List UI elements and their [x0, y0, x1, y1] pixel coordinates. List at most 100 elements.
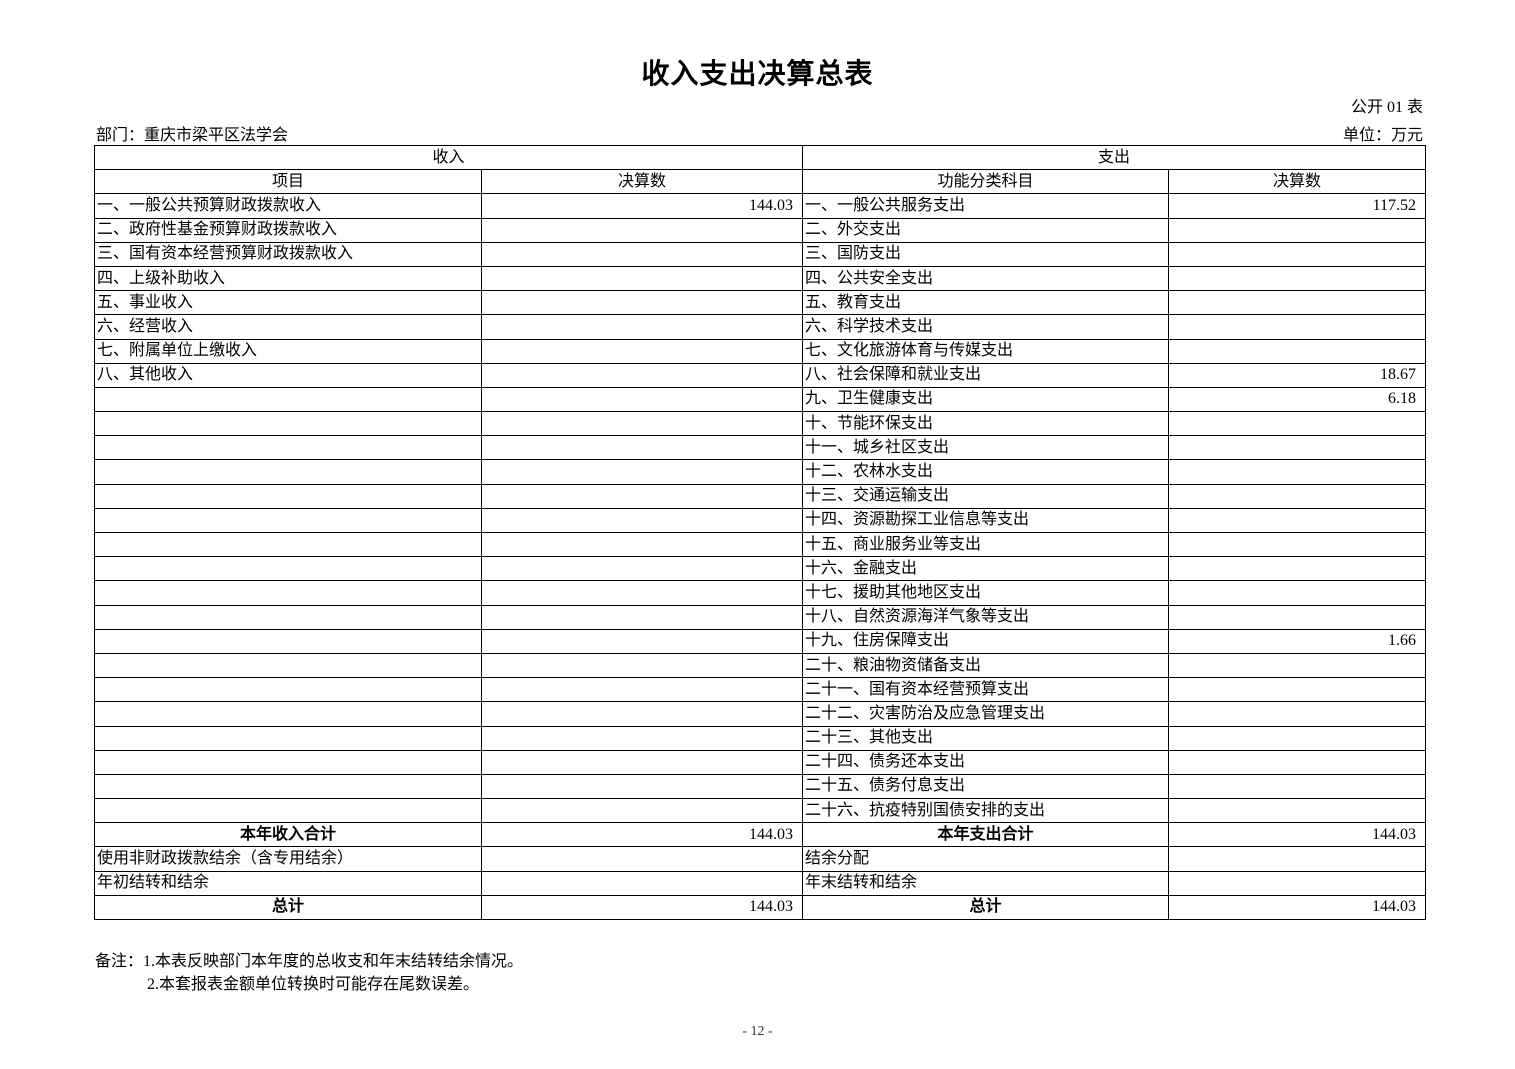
table-row: 十九、住房保障支出 1.66	[94, 628, 1427, 654]
table-row: 四、上级补助收入 四、公共安全支出	[94, 265, 1427, 292]
expense-item-cell: 十九、住房保障支出	[802, 628, 1170, 654]
table-row: 三、国有资本经营预算财政拨款收入 三、国防支出	[94, 241, 1427, 267]
table-row: 二十二、灾害防治及应急管理支出	[94, 701, 1427, 727]
table-row: 六、经营收入 六、科学技术支出	[94, 314, 1427, 340]
expense-value-cell	[1168, 314, 1427, 340]
income-item-cell: 七、附属单位上缴收入	[94, 338, 482, 364]
income-value-cell	[480, 265, 804, 292]
income-item-cell: 八、其他收入	[94, 362, 482, 388]
income-item-cell	[94, 652, 482, 679]
income-value-cell	[480, 798, 804, 824]
income-value-cell: 144.03	[480, 193, 804, 219]
income-value-cell	[480, 870, 804, 896]
department-label: 部门：重庆市梁平区法学会	[96, 127, 289, 144]
expense-item-cell: 九、卫生健康支出	[802, 386, 1170, 413]
income-item-cell	[94, 604, 482, 630]
income-value-cell	[480, 290, 804, 316]
income-item-cell	[94, 701, 482, 727]
table-row: 八、其他收入 八、社会保障和就业支出 18.67	[94, 362, 1427, 388]
table-row: 二、政府性基金预算财政拨款收入 二、外交支出	[94, 217, 1427, 243]
expense-value-cell: 144.03	[1168, 894, 1427, 921]
income-value-cell	[480, 604, 804, 630]
income-item-cell	[94, 773, 482, 800]
expense-item-cell: 八、社会保障和就业支出	[802, 362, 1170, 388]
form-number: 公开 01 表	[1350, 99, 1423, 116]
summary-row: 总计 144.03 总计 144.03	[94, 894, 1427, 921]
income-item-cell	[94, 483, 482, 509]
table-row: 十八、自然资源海洋气象等支出	[94, 604, 1427, 630]
income-item-cell: 本年收入合计	[94, 822, 482, 848]
table-row: 一、一般公共预算财政拨款收入 144.03 一、一般公共服务支出 117.52	[94, 193, 1427, 219]
income-item-cell	[94, 459, 482, 485]
expense-item-cell: 三、国防支出	[802, 241, 1170, 267]
income-item-cell: 六、经营收入	[94, 314, 482, 340]
expense-item-cell: 二十二、灾害防治及应急管理支出	[802, 701, 1170, 727]
expense-item-cell: 十六、金融支出	[802, 556, 1170, 582]
income-value-cell	[480, 217, 804, 243]
unit-label: 单位：万元	[1342, 127, 1423, 144]
income-item-cell: 四、上级补助收入	[94, 265, 482, 292]
expense-value-cell	[1168, 507, 1427, 534]
table-row: 十、节能环保支出	[94, 411, 1427, 437]
income-item-cell	[94, 531, 482, 558]
income-item-header: 项目	[94, 169, 482, 195]
header-row-groups: 收入 支出	[93, 144, 1427, 171]
expense-header: 支出	[802, 144, 1427, 171]
income-value-cell	[480, 459, 804, 485]
income-value-cell	[480, 846, 804, 872]
expense-value-cell	[1168, 459, 1427, 485]
expense-value-cell	[1168, 846, 1427, 872]
expense-value-cell	[1168, 217, 1427, 243]
expense-value-header: 决算数	[1168, 169, 1427, 195]
summary-row: 使用非财政拨款结余（含专用结余） 结余分配	[94, 846, 1427, 872]
income-item-cell	[94, 749, 482, 775]
expense-item-cell: 总计	[802, 894, 1170, 921]
table-row: 二十三、其他支出	[94, 725, 1427, 751]
expense-value-cell	[1168, 338, 1427, 364]
expense-value-cell: 1.66	[1168, 628, 1427, 654]
expense-value-cell	[1168, 580, 1427, 606]
summary-row: 本年收入合计 144.03 本年支出合计 144.03	[94, 822, 1427, 848]
income-item-cell	[94, 725, 482, 751]
page-number: - 12 -	[742, 1024, 773, 1039]
income-item-cell	[94, 507, 482, 534]
expense-item-cell: 二、外交支出	[802, 217, 1170, 243]
expense-value-cell	[1168, 677, 1427, 703]
income-item-cell	[94, 798, 482, 824]
expense-value-cell	[1168, 411, 1427, 437]
expense-value-cell	[1168, 290, 1427, 316]
income-value-cell	[480, 677, 804, 703]
income-value-cell	[480, 483, 804, 509]
income-value-cell	[480, 507, 804, 534]
income-item-cell: 总计	[94, 894, 482, 921]
expense-item-cell: 十五、商业服务业等支出	[802, 531, 1170, 558]
income-item-cell	[94, 556, 482, 582]
income-value-cell	[480, 749, 804, 775]
income-value-cell	[480, 386, 804, 413]
income-item-cell	[94, 628, 482, 654]
expense-value-cell	[1168, 483, 1427, 509]
expense-item-cell: 四、公共安全支出	[802, 265, 1170, 292]
page-title: 收入支出决算总表	[641, 59, 874, 90]
table-row: 十一、城乡社区支出	[94, 435, 1427, 461]
income-value-header: 决算数	[480, 169, 804, 195]
income-item-cell	[94, 386, 482, 413]
income-item-cell: 一、一般公共预算财政拨款收入	[94, 193, 482, 219]
expense-value-cell: 117.52	[1168, 193, 1427, 219]
expense-item-cell: 二十、粮油物资储备支出	[802, 652, 1170, 679]
expense-value-cell: 144.03	[1168, 822, 1427, 848]
table-row: 二十五、债务付息支出	[94, 773, 1427, 800]
expense-value-cell	[1168, 241, 1427, 267]
income-value-cell	[480, 725, 804, 751]
expense-item-cell: 本年支出合计	[802, 822, 1170, 848]
table-row: 七、附属单位上缴收入 七、文化旅游体育与传媒支出	[94, 338, 1427, 364]
expense-item-cell: 十八、自然资源海洋气象等支出	[802, 604, 1170, 630]
income-item-cell: 年初结转和结余	[94, 870, 482, 896]
income-value-cell	[480, 362, 804, 388]
income-item-cell: 五、事业收入	[94, 290, 482, 316]
income-value-cell	[480, 701, 804, 727]
expense-item-cell: 年末结转和结余	[802, 870, 1170, 896]
table-row: 十五、商业服务业等支出	[94, 531, 1427, 558]
table-row: 二十一、国有资本经营预算支出	[94, 677, 1427, 703]
expense-value-cell	[1168, 556, 1427, 582]
